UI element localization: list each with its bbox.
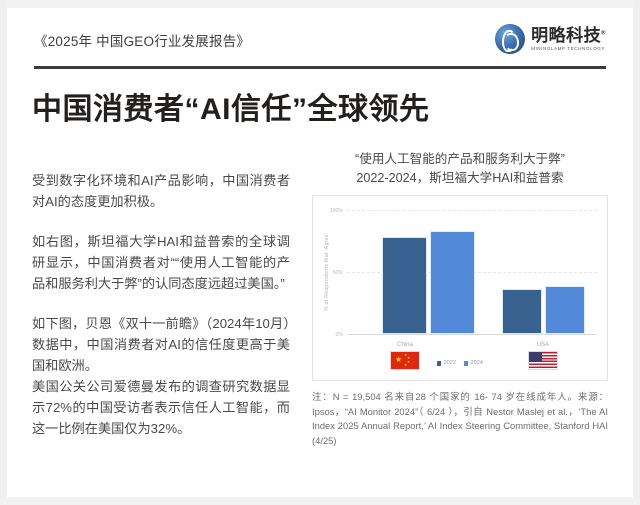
china-flag-small-star-3: ★ [407,360,411,364]
china-flag-small-star-4: ★ [404,363,408,367]
body-paragraph-2: 如右图，斯坦福大学HAI和益普索的全球调研显示，中国消费者对““使用人工智能的产… [32,234,290,291]
y-tick-100: 100% [329,208,343,214]
header-divider [34,66,606,69]
bar-china-2024[interactable] [429,231,475,334]
brand-name-en: MININGLAMP TECHNOLOGY [531,45,605,51]
legend-swatch-2022 [437,360,442,366]
china-flag-small-star-2: ★ [407,356,411,360]
x-category-usa: USA [536,342,550,348]
slide-header: 《2025年 中国GEO行业发展报告》 明略科技® MININGLAMP TEC… [34,24,606,64]
legend-label-2024: 2024 [470,360,483,366]
right-chart-column: “使用人工智能的产品和服务利大于弊” 2022-2024，斯坦福大学HAI和益普… [312,150,608,448]
mininglamp-logo-icon [495,24,526,54]
body-paragraph-1: 受到数字化环境和AI产品影响，中国消费者对AI的态度更加积极。 [32,173,290,209]
bar-chart: % of Respondents that 'Agree' 100% 50% 0… [312,195,608,381]
page-title: 中国消费者“AI信任”全球领先 [32,93,430,126]
document-title: 《2025年 中国GEO行业发展报告》 [34,34,251,49]
chart-caption-line-2: 2022-2024，斯坦福大学HAI和益普索 [356,171,564,185]
slide-edge-bottom [0,497,640,505]
legend-item-2024: 2024 [464,360,483,366]
body-paragraph-3: 如下图，贝恩《双十一前瞻》（2024年10月）数据中，中国消费者对AI的信任度更… [32,316,290,373]
slide-edge-top [0,0,640,8]
left-text-column: 受到数字化环境和AI产品影响，中国消费者对AI的态度更加积极。 如右图，斯坦福大… [32,170,290,439]
x-category-china: China [397,342,413,348]
usa-flag-icon [528,351,558,370]
legend-label-2022: 2022 [443,360,456,366]
bar-usa-2024[interactable] [544,285,585,334]
brand-name-cn: 明略科技® [531,27,606,44]
gridline-100: 100% [330,208,597,214]
y-tick-50: 50% [332,270,343,276]
legend-item-2022: 2022 [437,360,456,366]
registered-trademark-icon: ® [601,30,606,37]
bar-china-2022[interactable] [382,237,427,334]
bar-group-china [382,210,475,334]
brand-text-block: 明略科技® MININGLAMP TECHNOLOGY [531,27,606,52]
chart-y-axis-label: % of Respondents that 'Agree' [321,210,333,334]
body-paragraph-4: 美国公关公司爱德曼发布的调查研究数据显示72%的中国受访者表示信任人工智能，而这… [32,379,290,436]
brand-name-cn-text: 明略科技 [531,25,602,45]
chart-y-axis-label-text: % of Respondents that 'Agree' [324,232,331,312]
chart-footnote: 注：N = 19,504 名来自28 个国家的 16- 74 岁在线成年人。来源… [312,391,608,446]
legend-swatch-2024 [464,360,468,366]
slide-edge-right [633,0,640,505]
chart-caption-line-1: “使用人工智能的产品和服务利大于弊” [355,152,565,166]
chart-plot-area: 100% 50% 0% [330,208,597,338]
china-flag-icon: ★ ★ ★ ★ ★ [390,351,420,370]
slide-edge-left [0,0,7,505]
chart-legend: 2022 2024 [437,360,483,366]
chart-caption: “使用人工智能的产品和服务利大于弊” 2022-2024，斯坦福大学HAI和益普… [312,150,608,188]
china-flag-big-star: ★ [395,355,403,364]
y-tick-0: 0% [335,332,344,338]
bar-group-usa [502,210,585,334]
usa-flag-canton [529,352,542,362]
china-flag-small-star-1: ★ [404,353,408,357]
bar-usa-2022[interactable] [502,289,542,334]
gridline-0: 0% [336,332,597,338]
brand-logo: 明略科技® MININGLAMP TECHNOLOGY [495,24,606,54]
chart-bars [347,210,597,334]
